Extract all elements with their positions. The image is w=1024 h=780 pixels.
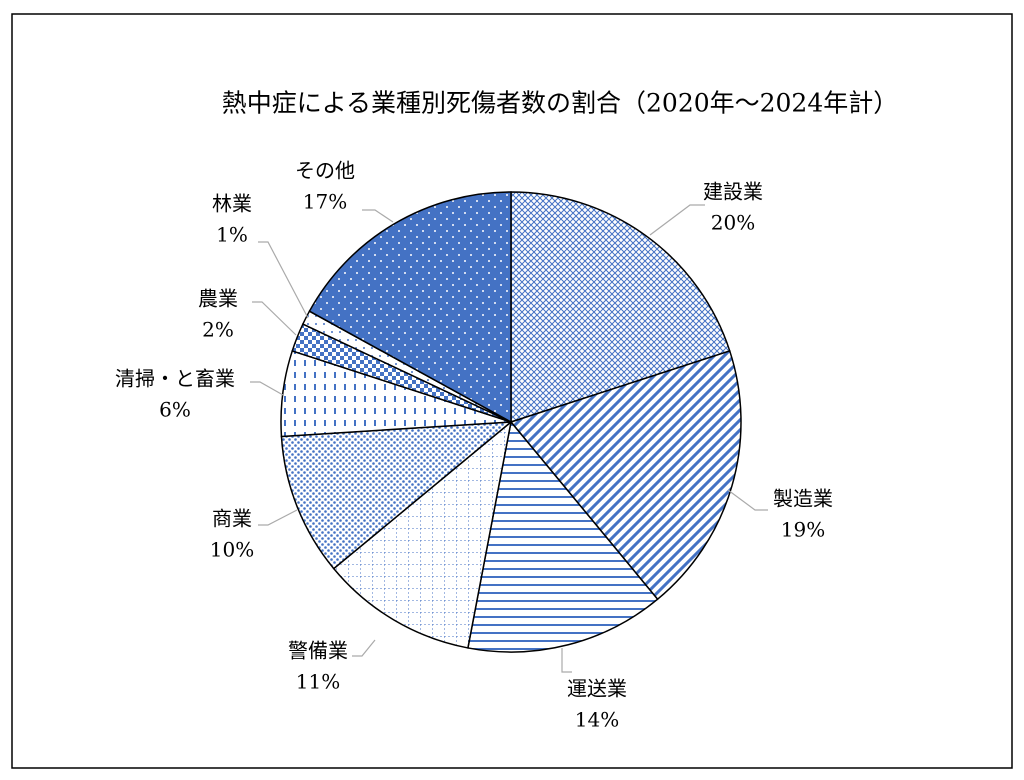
leader-line bbox=[649, 204, 705, 236]
leader-line bbox=[362, 209, 394, 223]
pie-slice bbox=[308, 191, 512, 424]
pie-slice bbox=[509, 349, 742, 601]
slice-label: 農業 bbox=[198, 287, 238, 311]
value-label: 14% bbox=[575, 708, 619, 732]
slice-label: 製造業 bbox=[773, 487, 833, 511]
leader-line bbox=[352, 639, 376, 657]
slice-label: その他 bbox=[295, 159, 355, 183]
slice-label: 警備業 bbox=[288, 639, 348, 663]
pie-slice bbox=[510, 191, 731, 424]
slice-label: 運送業 bbox=[567, 677, 627, 701]
slice-label: 清掃・と畜業 bbox=[115, 367, 235, 391]
pie-slice bbox=[280, 421, 514, 570]
leader-line bbox=[727, 489, 768, 511]
leader-line bbox=[258, 241, 309, 319]
slice-label: 建設業 bbox=[703, 180, 763, 204]
leader-line bbox=[250, 381, 284, 396]
value-label: 11% bbox=[296, 670, 340, 694]
value-label: 10% bbox=[210, 538, 254, 562]
value-label: 20% bbox=[711, 211, 755, 235]
pie-slice bbox=[467, 420, 659, 653]
leader-line bbox=[252, 301, 297, 336]
leader-line bbox=[258, 509, 298, 526]
leader-line bbox=[561, 648, 572, 673]
chart-title: 熱中症による業種別死傷者数の割合（2020年～2024年計） bbox=[222, 89, 899, 118]
value-label: 1% bbox=[216, 223, 248, 247]
value-label: 2% bbox=[202, 318, 234, 342]
slice-label: 林業 bbox=[212, 192, 252, 216]
value-label: 6% bbox=[159, 398, 191, 422]
pie-slice bbox=[332, 420, 513, 649]
slice-label: 商業 bbox=[212, 507, 252, 531]
value-label: 17% bbox=[303, 190, 347, 214]
value-label: 19% bbox=[781, 518, 825, 542]
